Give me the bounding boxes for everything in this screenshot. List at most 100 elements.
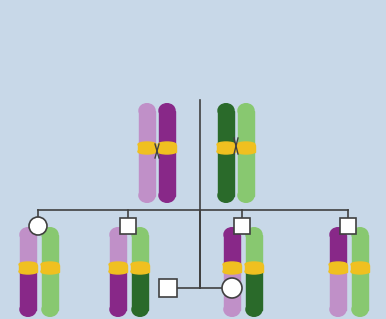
- Ellipse shape: [20, 303, 36, 316]
- Ellipse shape: [329, 269, 347, 274]
- Ellipse shape: [238, 147, 254, 156]
- Bar: [159, 110, 175, 145]
- Ellipse shape: [132, 267, 148, 276]
- Ellipse shape: [159, 140, 175, 149]
- Bar: [352, 234, 368, 264]
- Ellipse shape: [138, 142, 156, 147]
- Ellipse shape: [159, 189, 175, 202]
- Ellipse shape: [41, 262, 59, 267]
- Ellipse shape: [217, 142, 235, 147]
- Bar: [352, 271, 368, 309]
- Ellipse shape: [132, 303, 148, 316]
- Bar: [42, 271, 58, 309]
- Bar: [237, 145, 255, 152]
- Bar: [329, 264, 347, 271]
- Ellipse shape: [42, 260, 58, 269]
- Ellipse shape: [238, 189, 254, 202]
- Bar: [110, 271, 126, 309]
- Ellipse shape: [246, 267, 262, 276]
- Bar: [138, 145, 156, 152]
- Ellipse shape: [159, 147, 175, 156]
- Ellipse shape: [352, 303, 368, 316]
- Circle shape: [29, 217, 47, 235]
- Ellipse shape: [110, 267, 126, 276]
- Ellipse shape: [217, 149, 235, 154]
- Ellipse shape: [139, 104, 155, 117]
- Ellipse shape: [132, 228, 148, 241]
- Ellipse shape: [330, 267, 346, 276]
- Bar: [139, 152, 155, 196]
- Ellipse shape: [20, 267, 36, 276]
- Bar: [330, 271, 346, 309]
- Ellipse shape: [224, 228, 240, 241]
- Bar: [246, 234, 262, 264]
- Ellipse shape: [246, 260, 262, 269]
- Ellipse shape: [109, 262, 127, 267]
- Ellipse shape: [223, 269, 241, 274]
- Ellipse shape: [330, 260, 346, 269]
- Ellipse shape: [138, 149, 156, 154]
- Bar: [218, 152, 234, 196]
- Ellipse shape: [42, 267, 58, 276]
- Ellipse shape: [351, 269, 369, 274]
- Bar: [139, 110, 155, 145]
- Ellipse shape: [237, 142, 255, 147]
- Ellipse shape: [41, 269, 59, 274]
- Ellipse shape: [351, 262, 369, 267]
- Bar: [132, 234, 148, 264]
- Ellipse shape: [159, 104, 175, 117]
- Ellipse shape: [237, 149, 255, 154]
- Ellipse shape: [330, 228, 346, 241]
- Ellipse shape: [224, 303, 240, 316]
- Ellipse shape: [139, 147, 155, 156]
- Ellipse shape: [139, 189, 155, 202]
- Bar: [110, 234, 126, 264]
- Ellipse shape: [131, 262, 149, 267]
- Ellipse shape: [330, 303, 346, 316]
- Bar: [245, 264, 263, 271]
- Bar: [234, 218, 250, 234]
- Bar: [340, 218, 356, 234]
- Ellipse shape: [158, 142, 176, 147]
- Ellipse shape: [110, 303, 126, 316]
- Ellipse shape: [218, 104, 234, 117]
- Bar: [20, 271, 36, 309]
- Ellipse shape: [218, 147, 234, 156]
- Ellipse shape: [238, 104, 254, 117]
- Bar: [158, 145, 176, 152]
- Ellipse shape: [131, 269, 149, 274]
- Ellipse shape: [42, 228, 58, 241]
- Ellipse shape: [223, 262, 241, 267]
- Bar: [120, 218, 136, 234]
- Bar: [131, 264, 149, 271]
- Ellipse shape: [218, 189, 234, 202]
- Bar: [20, 234, 36, 264]
- Ellipse shape: [352, 260, 368, 269]
- Ellipse shape: [20, 260, 36, 269]
- Ellipse shape: [110, 260, 126, 269]
- Ellipse shape: [245, 262, 263, 267]
- Ellipse shape: [245, 269, 263, 274]
- Ellipse shape: [19, 269, 37, 274]
- Ellipse shape: [19, 262, 37, 267]
- Bar: [19, 264, 37, 271]
- Bar: [109, 264, 127, 271]
- Bar: [330, 234, 346, 264]
- Ellipse shape: [42, 303, 58, 316]
- Ellipse shape: [329, 262, 347, 267]
- Ellipse shape: [218, 140, 234, 149]
- Ellipse shape: [158, 149, 176, 154]
- Bar: [159, 279, 177, 297]
- Bar: [224, 271, 240, 309]
- Bar: [218, 110, 234, 145]
- Bar: [224, 234, 240, 264]
- Ellipse shape: [352, 228, 368, 241]
- Bar: [351, 264, 369, 271]
- Bar: [42, 234, 58, 264]
- Ellipse shape: [109, 269, 127, 274]
- Ellipse shape: [139, 140, 155, 149]
- Bar: [41, 264, 59, 271]
- Bar: [238, 152, 254, 196]
- Ellipse shape: [224, 260, 240, 269]
- Ellipse shape: [246, 228, 262, 241]
